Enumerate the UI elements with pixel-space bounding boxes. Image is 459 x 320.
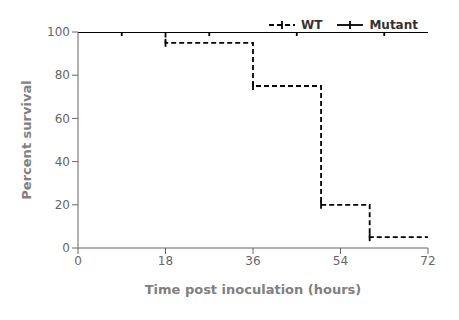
- svg-text:100: 100: [47, 25, 70, 39]
- html-text:WT: WT: [301, 18, 323, 32]
- svg-text:0: 0: [62, 241, 70, 255]
- svg-text:18: 18: [158, 254, 173, 268]
- svg-text:80: 80: [55, 68, 70, 82]
- svg-text:60: 60: [55, 112, 70, 126]
- svg-text:Percent survival: Percent survival: [19, 80, 34, 199]
- svg-text:20: 20: [55, 198, 70, 212]
- svg-text:72: 72: [420, 254, 435, 268]
- svg-text:0: 0: [74, 254, 82, 268]
- svg-text:40: 40: [55, 155, 70, 169]
- svg-text:54: 54: [333, 254, 348, 268]
- html-text:Mutant: Mutant: [369, 18, 418, 32]
- svg-text:Time post inoculation (hours): Time post inoculation (hours): [145, 282, 362, 297]
- svg-text:36: 36: [245, 254, 260, 268]
